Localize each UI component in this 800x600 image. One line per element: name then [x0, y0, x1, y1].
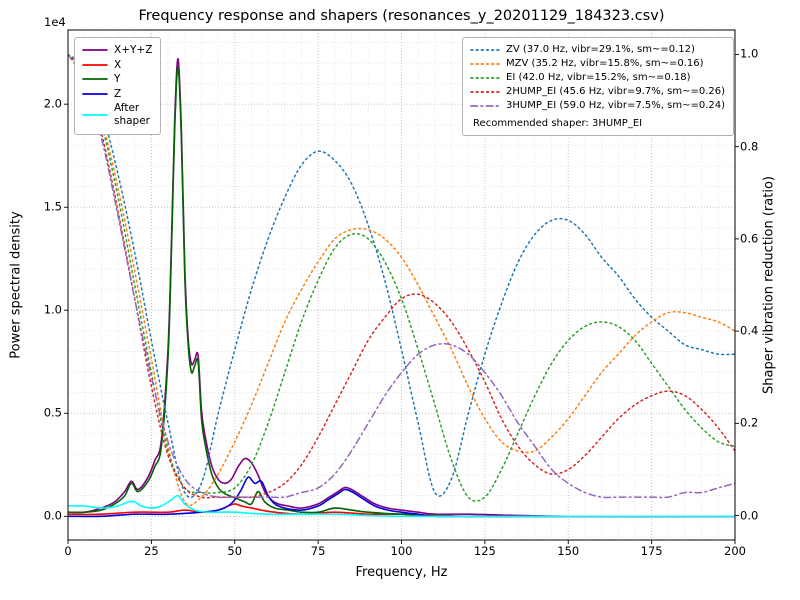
y-right-tick-label: 1.0 [740, 46, 759, 61]
series-ei [68, 53, 735, 502]
legend-item-ei: EI (42.0 Hz, vibr=15.2%, sm~=0.18) [470, 71, 725, 85]
x-tick-label: 75 [310, 544, 326, 558]
y-left-tick-label: 1.5 [43, 199, 62, 214]
series-after-shaper [68, 494, 735, 518]
x-tick-label: 175 [640, 544, 663, 558]
legend-item-mzv: MZV (35.2 Hz, vibr=15.8%, sm~=0.16) [470, 57, 725, 71]
series-mzv [68, 53, 735, 506]
legend-right: ZV (37.0 Hz, vibr=29.1%, sm~=0.12) MZV (3… [462, 37, 734, 136]
legend-label: 2HUMP_EI (45.6 Hz, vibr=9.7%, sm~=0.26) [506, 86, 725, 97]
y-right-tick-label: 0.6 [740, 231, 759, 246]
legend-left: X+Y+Z X Y Z After shaper [74, 37, 162, 135]
legend-label: After shaper [114, 102, 151, 127]
y-left-tick-label: 1.0 [43, 302, 62, 317]
legend-label: EI (42.0 Hz, vibr=15.2%, sm~=0.18) [506, 72, 691, 83]
series-z [68, 476, 735, 518]
legend-line-sample [82, 64, 108, 66]
legend-label: X+Y+Z [114, 44, 153, 56]
series-zv [68, 53, 735, 499]
x-tick-label: 100 [390, 544, 413, 558]
legend-line-sample [82, 93, 108, 95]
legend-label: MZV (35.2 Hz, vibr=15.8%, sm~=0.16) [506, 58, 704, 69]
series-3hump-ei [68, 53, 735, 499]
legend-line-sample [82, 78, 108, 81]
x-tick-label: 25 [144, 544, 159, 558]
legend-line-sample [82, 114, 108, 116]
y-axis-label-left: Power spectral density [8, 211, 24, 359]
legend-item-y: Y [82, 72, 152, 87]
recommended-shaper-note: Recommended shaper: 3HUMP_EI [473, 118, 643, 129]
series-2hump-ei [68, 53, 735, 499]
curves [68, 53, 735, 518]
series-y [68, 66, 735, 518]
x-tick-label: 125 [473, 544, 496, 558]
legend-label: Y [114, 73, 121, 86]
legend-label: Z [114, 87, 122, 100]
legend-line-sample [470, 63, 500, 65]
legend-line-sample [470, 91, 500, 93]
x-tick-label: 50 [227, 544, 243, 558]
y-left-tick-label: 0.0 [43, 508, 62, 523]
y-axis-label-right: Shaper vibration reduction (ratio) [761, 176, 777, 394]
chart-title: Frequency response and shapers (resonanc… [138, 8, 665, 24]
y-right-tick-label: 0.2 [740, 415, 759, 430]
y-axis-offset-label: 1e4 [44, 15, 66, 29]
legend-line-sample [470, 49, 500, 51]
y-right-tick-label: 0.0 [740, 507, 759, 522]
legend-item-zv: ZV (37.0 Hz, vibr=29.1%, sm~=0.12) [470, 43, 725, 57]
legend-item-2hump-ei: 2HUMP_EI (45.6 Hz, vibr=9.7%, sm~=0.26) [470, 85, 725, 99]
tick-marks [64, 53, 739, 544]
legend-line-sample [82, 49, 108, 52]
legend-label: X [114, 58, 122, 71]
legend-item-x-y-z: X+Y+Z [82, 43, 152, 58]
legend-label: ZV (37.0 Hz, vibr=29.1%, sm~=0.12) [506, 44, 695, 55]
legend-item-z: Z [82, 87, 152, 102]
legend-line-sample [470, 105, 500, 107]
x-tick-label: 150 [557, 544, 580, 558]
y-right-tick-label: 0.4 [740, 323, 759, 338]
y-right-tick-label: 0.8 [740, 138, 759, 153]
y-left-tick-label: 2.0 [43, 96, 62, 111]
legend-item-x: X [82, 58, 152, 73]
x-tick-label: 0 [64, 544, 72, 558]
x-axis-label: Frequency, Hz [355, 565, 448, 580]
x-tick-label: 200 [724, 544, 746, 558]
legend-line-sample [470, 77, 500, 79]
y-left-tick-label: 0.5 [43, 405, 62, 420]
legend-item-after-shaper: After shaper [82, 101, 152, 128]
legend-label: 3HUMP_EI (59.0 Hz, vibr=7.5%, sm~=0.24) [506, 100, 725, 111]
legend-item-3hump-ei: 3HUMP_EI (59.0 Hz, vibr=7.5%, sm~=0.24) [470, 99, 725, 113]
series-x-y-z [68, 57, 735, 518]
